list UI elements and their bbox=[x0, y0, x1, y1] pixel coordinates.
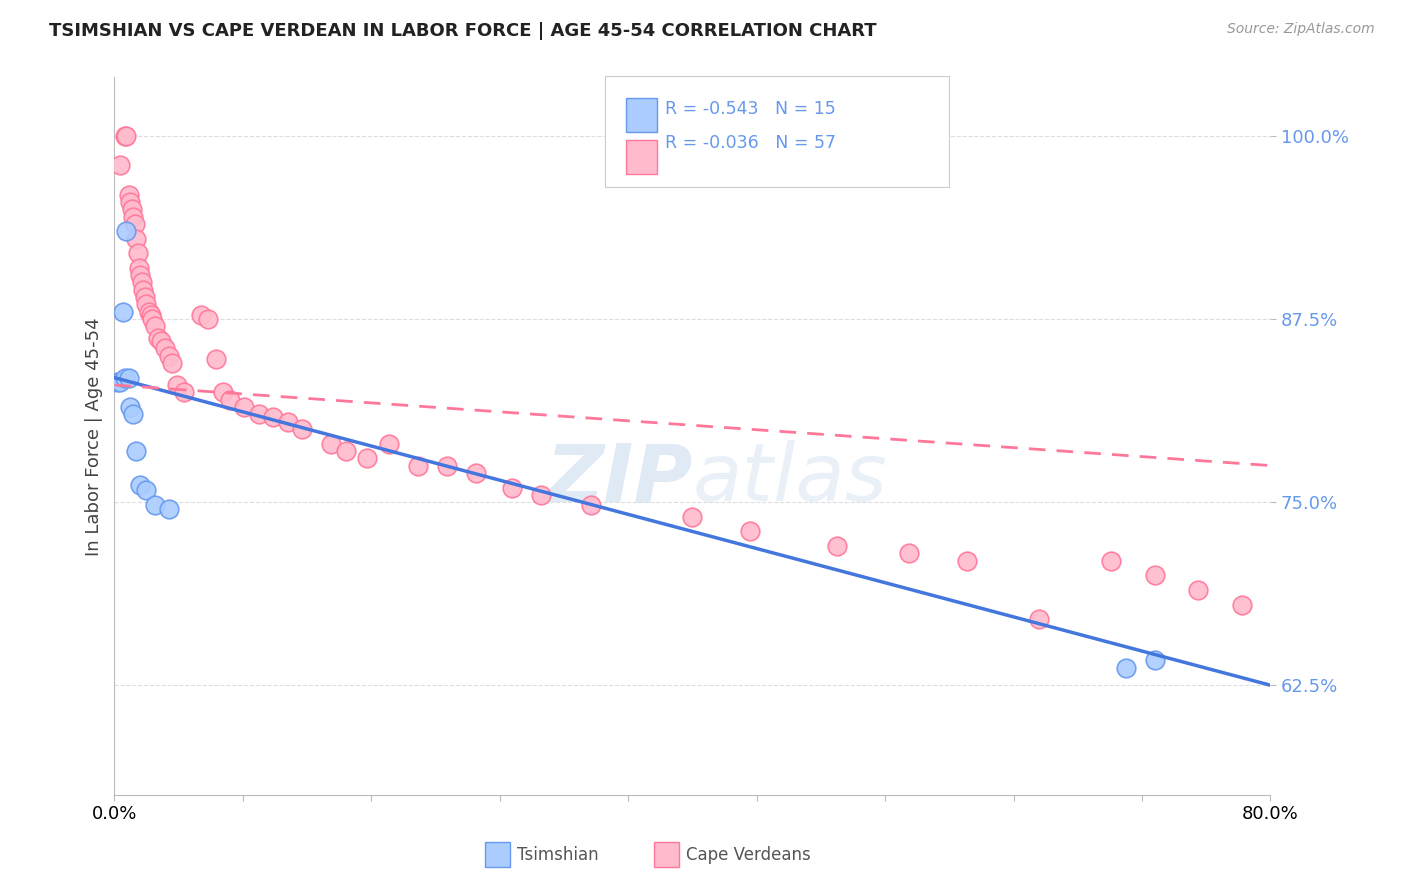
Point bbox=[121, 202, 143, 217]
Point bbox=[108, 375, 131, 389]
Point bbox=[247, 407, 270, 421]
Point bbox=[112, 305, 135, 319]
Point bbox=[114, 370, 136, 384]
Point bbox=[1143, 568, 1166, 582]
Point bbox=[138, 305, 160, 319]
Y-axis label: In Labor Force | Age 45-54: In Labor Force | Age 45-54 bbox=[86, 317, 103, 556]
Point bbox=[233, 400, 256, 414]
Point bbox=[118, 187, 141, 202]
Point bbox=[204, 351, 226, 366]
Point bbox=[335, 443, 357, 458]
Point bbox=[1187, 582, 1209, 597]
Point bbox=[143, 319, 166, 334]
Point bbox=[1101, 554, 1123, 568]
Point bbox=[501, 481, 523, 495]
Point bbox=[118, 370, 141, 384]
Point bbox=[120, 400, 142, 414]
Text: Source: ZipAtlas.com: Source: ZipAtlas.com bbox=[1227, 22, 1375, 37]
Point bbox=[115, 128, 138, 143]
Point bbox=[127, 246, 149, 260]
Point bbox=[157, 502, 180, 516]
Point bbox=[197, 312, 219, 326]
Point bbox=[825, 539, 848, 553]
Point bbox=[262, 410, 284, 425]
Point bbox=[1230, 598, 1253, 612]
Text: R = -0.036   N = 57: R = -0.036 N = 57 bbox=[665, 134, 837, 152]
Point bbox=[464, 466, 486, 480]
Point bbox=[1143, 653, 1166, 667]
Point bbox=[125, 443, 148, 458]
Point bbox=[530, 488, 553, 502]
Point bbox=[211, 385, 233, 400]
Text: atlas: atlas bbox=[692, 441, 887, 518]
Point bbox=[190, 308, 212, 322]
Point bbox=[146, 331, 169, 345]
Point bbox=[131, 276, 153, 290]
Point bbox=[122, 407, 145, 421]
Text: Cape Verdeans: Cape Verdeans bbox=[686, 846, 811, 863]
Point bbox=[160, 356, 183, 370]
Point bbox=[581, 498, 603, 512]
Point bbox=[321, 436, 343, 450]
Point bbox=[139, 308, 162, 322]
Point bbox=[132, 283, 155, 297]
Point bbox=[122, 210, 145, 224]
Point bbox=[135, 297, 157, 311]
Point bbox=[740, 524, 762, 539]
Point bbox=[681, 509, 703, 524]
Point bbox=[1028, 612, 1050, 626]
Point bbox=[114, 128, 136, 143]
Point bbox=[436, 458, 458, 473]
Text: TSIMSHIAN VS CAPE VERDEAN IN LABOR FORCE | AGE 45-54 CORRELATION CHART: TSIMSHIAN VS CAPE VERDEAN IN LABOR FORCE… bbox=[49, 22, 877, 40]
Point bbox=[124, 217, 146, 231]
Point bbox=[129, 268, 152, 282]
Point bbox=[291, 422, 314, 436]
Point bbox=[125, 231, 148, 245]
Text: ZIP: ZIP bbox=[546, 441, 692, 518]
Point bbox=[115, 224, 138, 238]
Text: Tsimshian: Tsimshian bbox=[517, 846, 599, 863]
Point bbox=[219, 392, 242, 407]
Point bbox=[898, 546, 921, 560]
Point bbox=[141, 312, 163, 326]
Point bbox=[129, 477, 152, 491]
Point bbox=[128, 260, 150, 275]
Point bbox=[157, 349, 180, 363]
Point bbox=[143, 498, 166, 512]
Point bbox=[149, 334, 172, 348]
Point bbox=[153, 342, 176, 356]
Point bbox=[166, 378, 188, 392]
Point bbox=[134, 290, 156, 304]
Point bbox=[956, 554, 979, 568]
Point bbox=[406, 458, 429, 473]
Point bbox=[356, 451, 378, 466]
Point bbox=[378, 436, 401, 450]
Point bbox=[1115, 660, 1137, 674]
Point bbox=[277, 415, 299, 429]
Point bbox=[173, 385, 195, 400]
Point bbox=[108, 158, 131, 172]
Point bbox=[105, 375, 128, 389]
Point bbox=[135, 483, 157, 498]
Point bbox=[120, 194, 142, 209]
Text: R = -0.543   N = 15: R = -0.543 N = 15 bbox=[665, 100, 835, 118]
